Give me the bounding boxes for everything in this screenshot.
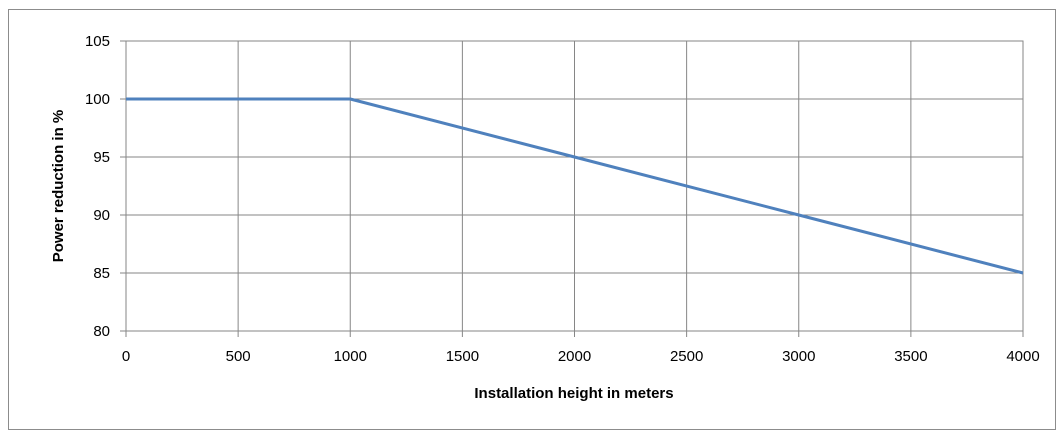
x-tick-label: 4000 — [1006, 348, 1039, 365]
x-axis-title: Installation height in meters — [474, 385, 673, 402]
x-tick-label: 2000 — [558, 348, 591, 365]
x-tick-label: 3500 — [894, 348, 927, 365]
y-tick-label: 90 — [93, 207, 110, 224]
x-tick-label: 3000 — [782, 348, 815, 365]
plot-area-border — [125, 40, 1024, 332]
series-layer — [126, 97, 1024, 275]
y-tick-label: 105 — [85, 33, 110, 50]
x-tick-labels: 0 500 1000 1500 2000 2500 3000 3500 4000 — [122, 348, 1040, 365]
x-tick-label: 2500 — [670, 348, 703, 365]
chart-frame — [8, 9, 1056, 430]
series-line — [126, 97, 1024, 275]
y-tick-label: 85 — [93, 265, 110, 282]
gridlines — [120, 40, 1024, 337]
y-tick-labels: 80 85 90 95 100 105 — [85, 33, 110, 340]
x-tick-label: 500 — [226, 348, 251, 365]
y-tick-label: 100 — [85, 91, 110, 108]
y-tick-label: 80 — [93, 323, 110, 340]
x-tick-label: 1500 — [446, 348, 479, 365]
x-tick-label: 0 — [122, 348, 130, 365]
x-tick-label: 1000 — [334, 348, 367, 365]
y-tick-label: 95 — [93, 149, 110, 166]
y-axis-title: Power reduction in % — [50, 110, 67, 263]
